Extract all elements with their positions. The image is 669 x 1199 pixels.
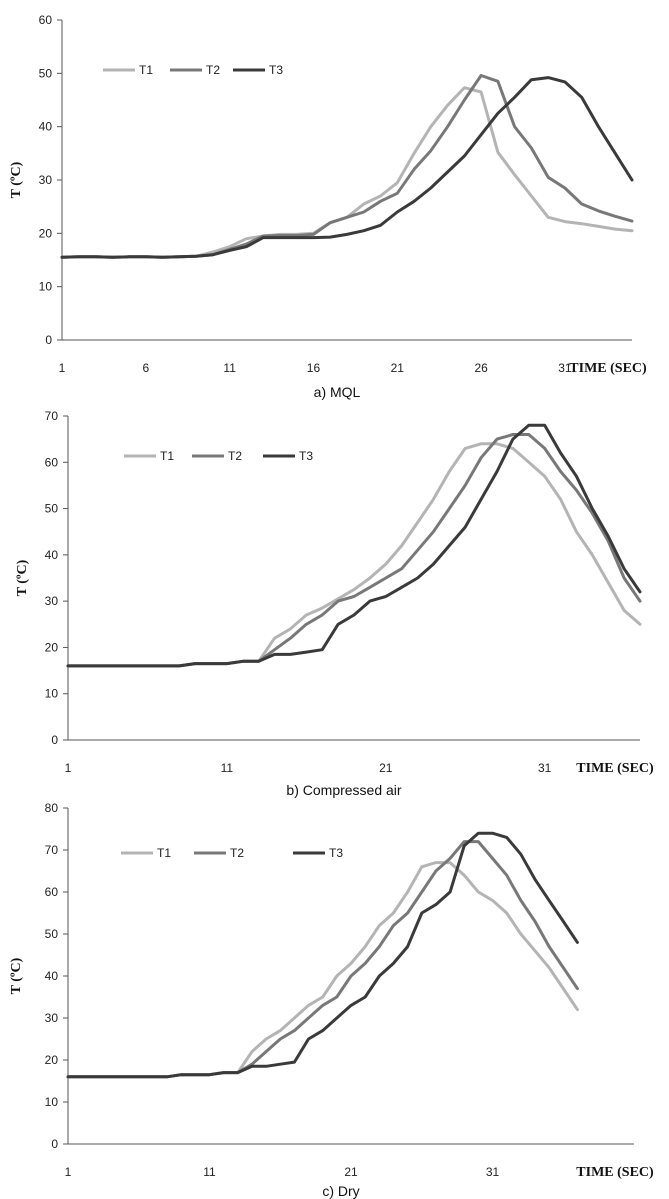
legend-label: T2 [206, 63, 220, 77]
legend-label: T1 [160, 449, 174, 463]
y-tick-label: 20 [45, 1053, 59, 1067]
y-tick-label: 60 [45, 885, 59, 899]
legend: T1 T2 T3 [124, 449, 313, 463]
y-tick-label: 50 [39, 66, 53, 80]
x-tick-label: 1 [65, 1165, 72, 1179]
series-line-t2 [60, 74, 634, 259]
chart-caption: a) MQL [314, 384, 361, 400]
legend-label: T2 [230, 846, 244, 860]
y-tick-label: 30 [45, 1011, 59, 1025]
y-tick-label: 10 [45, 687, 59, 701]
chart-caption: b) Compressed air [286, 782, 401, 798]
x-tick-label: 21 [344, 1165, 358, 1179]
y-tick-label: 20 [45, 640, 59, 654]
y-tick-label: 40 [39, 120, 53, 134]
x-tick-label: 31 [486, 1165, 500, 1179]
y-tick-label: 60 [39, 13, 53, 27]
legend-label: T3 [299, 449, 313, 463]
y-tick-label: 40 [45, 548, 59, 562]
y-tick-label: 50 [45, 927, 59, 941]
legend: T1 T2 T3 [103, 63, 283, 77]
x-tick-label: 1 [65, 761, 72, 775]
y-axis-label: T (ºC) [15, 559, 30, 596]
series-line-t3 [60, 76, 634, 259]
y-tick-label: 0 [51, 1137, 58, 1151]
y-axis-label: T (ºC) [9, 957, 24, 994]
chart-caption: c) Dry [322, 1183, 359, 1199]
y-tick-label: 0 [51, 733, 58, 747]
y-axis-label: T (ºC) [9, 161, 24, 198]
x-axis-label: TIME (SEC) [576, 1165, 654, 1180]
y-tick-label: 40 [45, 969, 59, 983]
x-tick-label: 1 [59, 361, 66, 375]
y-tick-label: 80 [45, 801, 59, 815]
series-line-t3 [66, 423, 642, 668]
series-line-t3 [66, 831, 579, 1079]
y-tick-label: 10 [39, 280, 53, 294]
x-tick-label: 6 [142, 361, 149, 375]
legend-label: T3 [329, 846, 343, 860]
series-line-t2 [66, 433, 642, 668]
x-tick-label: 16 [307, 361, 321, 375]
y-tick-label: 30 [45, 594, 59, 608]
x-tick-label: 21 [391, 361, 405, 375]
x-axis-label: TIME (SEC) [569, 361, 647, 376]
series-line-t1 [66, 861, 579, 1079]
x-tick-label: 11 [203, 1165, 216, 1179]
y-tick-label: 20 [39, 226, 53, 240]
legend-label: T2 [228, 449, 242, 463]
x-axis-label: TIME (SEC) [576, 761, 654, 776]
legend-label: T1 [139, 63, 153, 77]
x-tick-label: 11 [223, 361, 236, 375]
x-tick-label: 26 [474, 361, 488, 375]
legend-label: T1 [157, 846, 171, 860]
y-tick-label: 50 [45, 502, 59, 516]
y-tick-label: 10 [45, 1095, 59, 1109]
x-tick-label: 21 [379, 761, 393, 775]
legend-label: T3 [269, 63, 283, 77]
series-line-t1 [66, 442, 642, 668]
y-tick-label: 60 [45, 455, 59, 469]
x-tick-label: 31 [558, 361, 572, 375]
legend: T1 T2 T3 [121, 846, 343, 860]
y-tick-label: 30 [39, 173, 53, 187]
y-tick-label: 70 [45, 409, 59, 423]
series-line-t2 [66, 840, 579, 1079]
y-tick-label: 0 [45, 333, 52, 347]
x-tick-label: 31 [538, 761, 552, 775]
y-tick-label: 70 [45, 843, 59, 857]
x-tick-label: 11 [221, 761, 234, 775]
